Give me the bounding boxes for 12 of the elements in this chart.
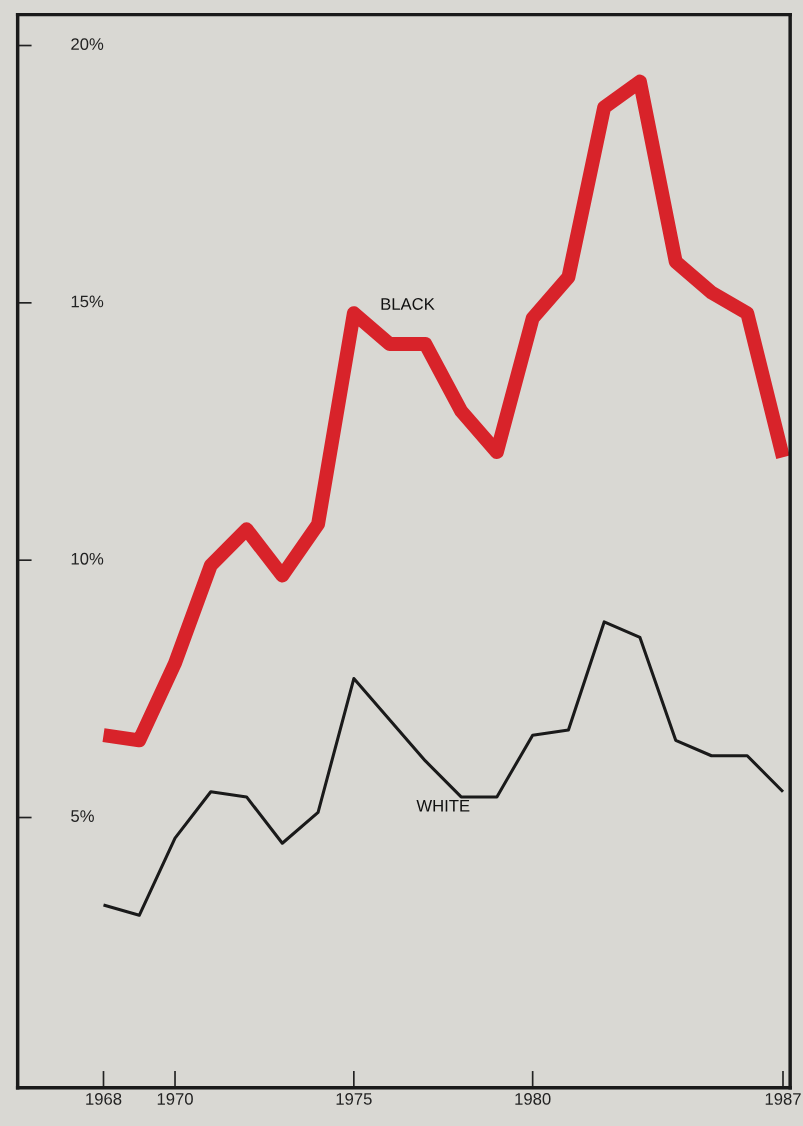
y-tick-label: 5% bbox=[71, 810, 94, 822]
x-tick-label: 1987 bbox=[765, 1093, 801, 1105]
x-tick-label: 1975 bbox=[336, 1093, 372, 1105]
x-tick-label: 1970 bbox=[157, 1093, 193, 1105]
line-series bbox=[101, 620, 785, 917]
x-tick-label: 1968 bbox=[86, 1093, 122, 1105]
y-tick-label: 10% bbox=[71, 552, 104, 565]
y-tick-label: 20% bbox=[71, 38, 104, 50]
series-label: WHITE bbox=[416, 800, 470, 812]
series-label: BLACK bbox=[381, 298, 435, 310]
x-tick-label: 1980 bbox=[515, 1093, 551, 1105]
y-tick-label: 15% bbox=[71, 295, 104, 308]
